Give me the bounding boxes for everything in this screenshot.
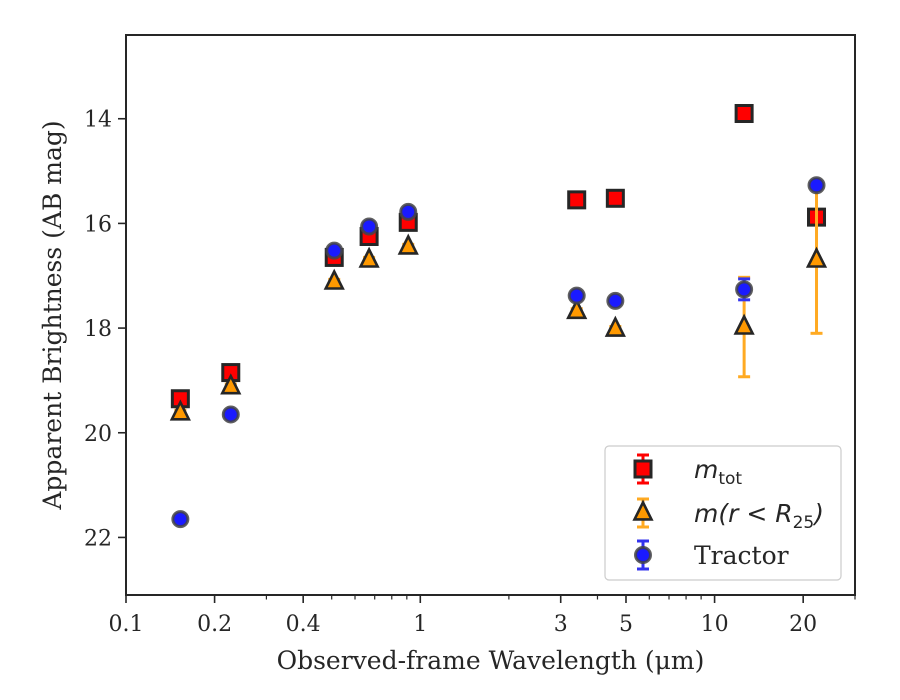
data-point-circle [399, 202, 418, 221]
data-point-triangle [169, 399, 191, 421]
data-point-circle [606, 291, 625, 310]
data-point-circle [567, 286, 586, 305]
data-point-circle [325, 241, 344, 260]
data-point-circle [735, 280, 754, 299]
legend-entry: mtot [633, 453, 742, 489]
x-tick-label: 5 [619, 612, 633, 637]
data-point-square [567, 190, 587, 210]
y-axis-label: Apparent Brightness (AB mag) [38, 120, 67, 510]
x-tick-label: 0.1 [109, 612, 144, 637]
y-tick-label: 16 [84, 212, 112, 237]
legend-marker-circle [634, 546, 652, 564]
y-tick-label: 22 [84, 526, 112, 551]
data-point-triangle [220, 373, 242, 395]
series-circle [171, 176, 826, 529]
y-tick-label: 20 [84, 422, 112, 447]
legend-marker-triangle [632, 499, 654, 521]
data-point-circle [360, 217, 379, 236]
x-axis: 0.1 0.2 0.4 1 3 5 10 20 [109, 595, 856, 637]
legend-entry: Tractor [634, 539, 789, 571]
series-triangle [169, 185, 828, 421]
data-point-square [734, 104, 754, 124]
data-point-triangle [397, 233, 419, 255]
y-tick-label: 18 [84, 317, 112, 342]
legend-label: Tractor [694, 541, 789, 570]
legend-entry: m(r < R25) [632, 497, 824, 533]
data-point-triangle [566, 297, 588, 320]
legend-label: m(r < R25) [694, 499, 824, 533]
data-point-triangle [323, 268, 345, 290]
legend-label: mtot [694, 455, 742, 489]
data-point-triangle [733, 313, 755, 335]
x-tick-label: 1 [413, 612, 427, 637]
legend-box [604, 445, 842, 581]
series-layer [169, 104, 828, 529]
data-point-triangle [358, 246, 380, 268]
x-tick-label: 10 [701, 612, 729, 637]
y-tick-label: 14 [84, 108, 112, 133]
x-tick-label: 3 [554, 612, 568, 637]
data-point-circle [171, 510, 190, 529]
data-point-circle [807, 176, 826, 195]
legend-marker-square [633, 459, 653, 479]
data-point-triangle [604, 315, 626, 337]
x-tick-label: 0.4 [286, 612, 321, 637]
data-point-square [605, 188, 625, 208]
x-tick-label: 20 [789, 612, 817, 637]
x-axis-label: Observed-frame Wavelength (μm) [277, 646, 705, 675]
legend: mtot m(r < R25) Tractor [604, 445, 842, 581]
x-tick-label: 0.2 [197, 612, 232, 637]
data-point-triangle [805, 246, 828, 268]
plot-frame [125, 34, 856, 596]
data-point-circle [221, 405, 240, 424]
y-axis: 14 16 18 20 22 [84, 108, 126, 551]
